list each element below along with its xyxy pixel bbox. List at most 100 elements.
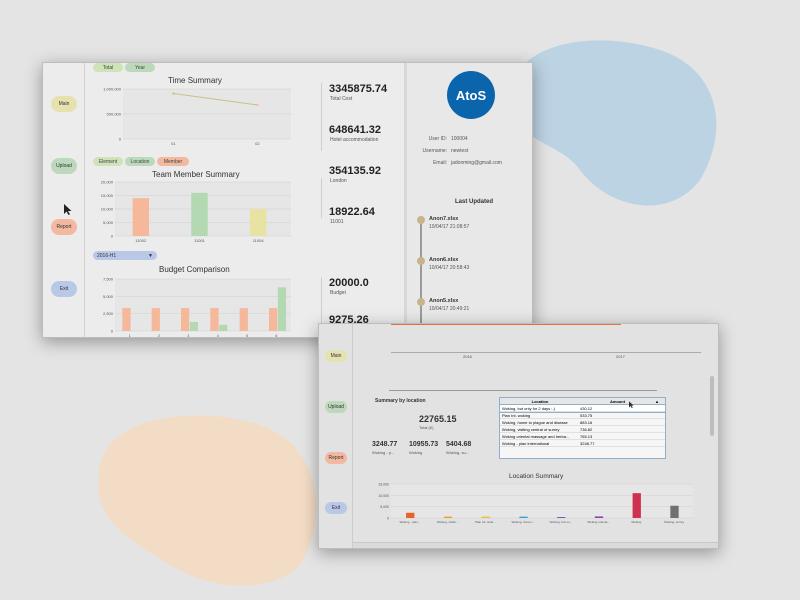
budget-comparison-chart: 0 2,500 5,000 7,500 1 2 3 4 5 6	[103, 277, 291, 338]
mouse-cursor-icon	[64, 204, 72, 215]
period-dropdown[interactable]: 2016-H1 ▼	[93, 251, 157, 260]
x-tick-label: 11001	[194, 238, 206, 243]
team-summary-title: Team Member Summary	[152, 170, 240, 179]
file-name[interactable]: Anon6.xlsx	[429, 257, 459, 263]
x-tick-label: 3	[187, 334, 189, 338]
filter-tab-total[interactable]: Total	[93, 63, 123, 72]
table-row[interactable]: Woking oriental massage and herba... 765…	[500, 433, 665, 440]
nav-exit-button[interactable]: Exit	[51, 281, 77, 297]
dashboard-window-main: Main Upload Report Exit Total Year Time …	[42, 62, 533, 338]
y-tick-label: 7,500	[103, 277, 114, 282]
data-point	[256, 103, 259, 107]
y-tick-label: 2,500	[103, 311, 114, 316]
table-cell-amount: 736.82	[580, 426, 593, 432]
table-row[interactable]: Woking - plan international 3248.77	[500, 440, 665, 447]
dashboard-window-report: Main Upload Report Exit 2016 2017 Summar…	[318, 323, 719, 549]
x-tick-label: 11002	[135, 238, 147, 243]
file-name[interactable]: Anon5.xlsx	[429, 298, 459, 304]
table-row[interactable]: Woking, home to plague and disease 883.1…	[500, 419, 665, 426]
column-header-location[interactable]: Location	[531, 398, 549, 404]
x-tick-label: 5	[246, 334, 248, 338]
nav-exit-button[interactable]: Exit	[325, 502, 347, 514]
bar	[132, 198, 150, 236]
table-cell-location: Woking, home to plague and disease	[502, 419, 568, 425]
sub-stat-label: Woking, su...	[446, 450, 470, 455]
background-blob-blue	[508, 40, 717, 206]
stats-divider-2	[321, 178, 322, 218]
team-summary-chart: 0 5,000 10,000 15,000 20,000 11002 11001 11004	[101, 180, 291, 243]
table-cell-amount: 3248.77	[580, 440, 595, 446]
file-time: 10/04/17 21:08:57	[429, 224, 470, 230]
x-tick-label: Woking orienta...	[587, 520, 610, 524]
stat-hotel-value: 648641.32	[329, 124, 381, 136]
location-amount-table[interactable]: Location Amount ▲ Woking, but only for 2…	[499, 397, 666, 459]
bar	[210, 308, 219, 331]
sub-stat-label: Woking	[409, 450, 423, 455]
timeline-dot	[417, 257, 425, 265]
table-cell-amount: 533.75	[580, 412, 593, 418]
bar	[269, 308, 278, 331]
username-value: newtest	[451, 148, 469, 154]
nav-upload-button[interactable]: Upload	[51, 158, 77, 174]
stats-divider-3	[321, 277, 322, 337]
nav-main-button[interactable]: Main	[51, 96, 77, 112]
y-tick-label: 500,000	[107, 112, 122, 117]
file-name[interactable]: Anon7.xlsx	[429, 216, 459, 222]
top-chart-accent-line	[391, 324, 621, 325]
bar	[219, 324, 228, 331]
table-row[interactable]: Woking, but only for 2 days :-) 430.12	[499, 404, 666, 413]
mouse-cursor-icon	[629, 401, 634, 409]
table-header: Location Amount ▲	[500, 398, 665, 405]
bar	[443, 516, 453, 518]
username-label: Username:	[422, 148, 447, 154]
filter-tab-location[interactable]: Location	[125, 157, 155, 166]
location-total-value: 22765.15	[419, 414, 457, 424]
x-tick-label: 01	[171, 141, 176, 146]
filter-tab-member[interactable]: Member	[157, 157, 189, 166]
stat-london-label: London	[330, 178, 347, 184]
bar	[181, 308, 190, 331]
x-tick-label: Woking	[631, 520, 641, 524]
y-tick-label: 10,000	[378, 494, 389, 498]
filter-tab-year[interactable]: Year	[125, 63, 155, 72]
nav-report-button[interactable]: Report	[51, 219, 77, 235]
stat-total-cost-value: 3345875.74	[329, 83, 388, 95]
nav-main-button[interactable]: Main	[325, 350, 347, 362]
x-tick-label: 2	[158, 334, 160, 338]
left-nav: Main Upload Report Exit	[43, 63, 85, 337]
table-row[interactable]: Woking, visiting central of surrey 736.8…	[500, 426, 665, 433]
bar	[151, 308, 160, 331]
sub-stat-value: 5404.68	[446, 441, 472, 448]
table-cell-location: Woking oriental massage and herba...	[502, 433, 570, 439]
series-line	[173, 93, 258, 106]
time-summary-chart: 0 500,000 1,000,000 01 02	[103, 87, 291, 146]
user-id-value: 100004	[451, 136, 468, 142]
sub-stat-label: Woking - p...	[372, 450, 395, 455]
location-summary-title: Location Summary	[509, 473, 564, 480]
sub-stat-value: 3248.77	[372, 441, 398, 448]
table-cell-location: Woking - plan international	[502, 440, 550, 446]
y-tick-label: 1,000,000	[103, 87, 122, 92]
bottom-bar	[353, 542, 718, 548]
bar	[239, 308, 248, 331]
bar	[481, 516, 490, 518]
x-tick-label: Woking, surrey	[664, 520, 684, 524]
column-header-amount[interactable]: Amount	[609, 398, 626, 404]
nav-report-button[interactable]: Report	[325, 452, 347, 464]
x-tick-label: Woking, but on...	[550, 520, 573, 524]
y-tick-label: 0	[111, 329, 114, 334]
email-label: Email:	[433, 160, 447, 166]
nav-upload-button[interactable]: Upload	[325, 401, 347, 413]
bar	[557, 517, 566, 518]
plot-area	[391, 484, 693, 518]
table-cell-amount: 430.12	[580, 405, 593, 411]
x-tick-label: 6	[275, 334, 277, 338]
sort-arrow-icon[interactable]: ▲	[655, 398, 659, 404]
table-row[interactable]: Plan Int. woking 533.75	[500, 412, 665, 419]
bar	[249, 209, 267, 236]
table-cell-location: Woking, but only for 2 days :-)	[502, 405, 556, 411]
vertical-scrollbar[interactable]	[710, 376, 714, 436]
location-summary-chart: 0 5,000 10,000 15,000 Woking - plan... Woking…	[378, 483, 693, 524]
filter-tab-element[interactable]: Element	[93, 157, 123, 166]
time-summary-title: Time Summary	[168, 76, 222, 85]
